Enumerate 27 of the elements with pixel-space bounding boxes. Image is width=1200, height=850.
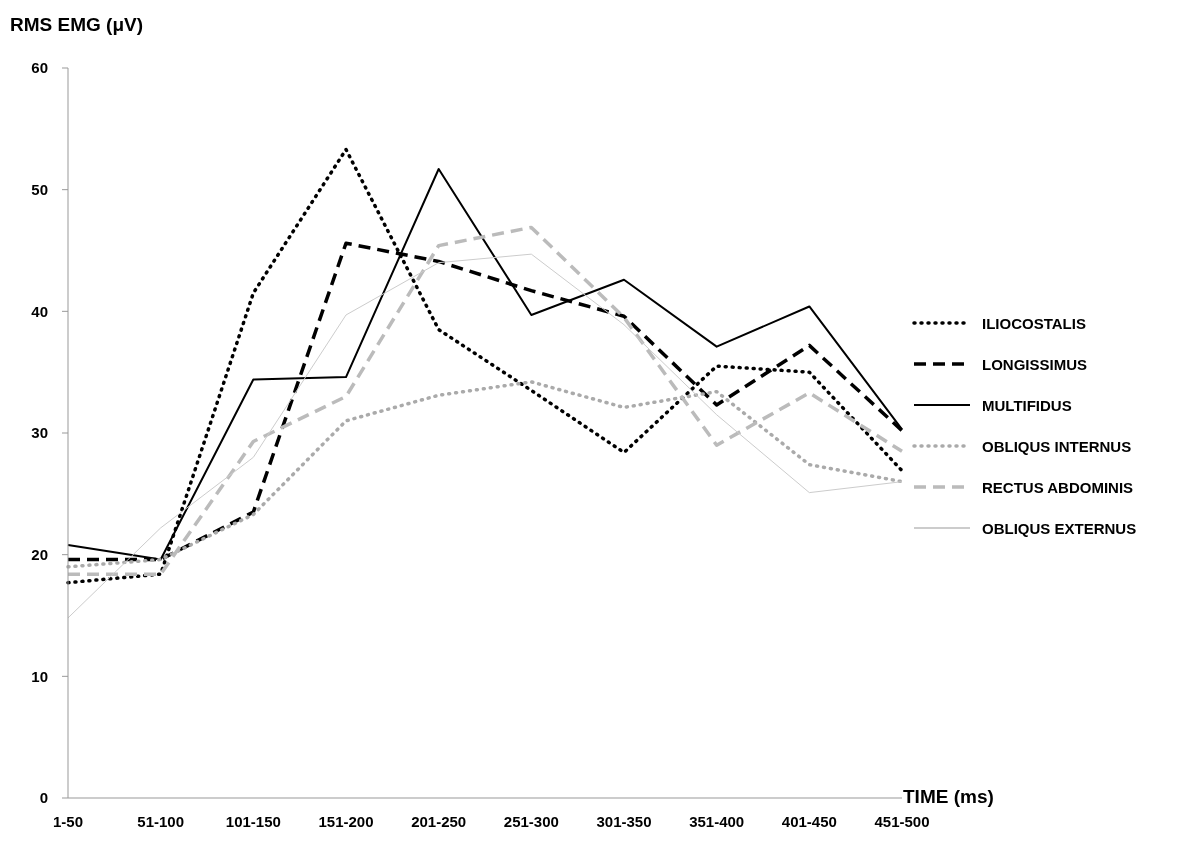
y-tick-label: 20 [31, 545, 48, 563]
legend-label: OBLIQUS INTERNUS [982, 437, 1132, 455]
x-tick-label: 101-150 [225, 812, 281, 830]
x-tick-label: 401-450 [781, 812, 837, 830]
x-tick-label: 1-50 [52, 812, 84, 830]
legend-label: OBLIQUS EXTERNUS [982, 519, 1137, 537]
x-tick-label: 201-250 [411, 812, 467, 830]
x-tick-label: 351-400 [689, 812, 745, 830]
legend-label: LONGISSIMUS [982, 355, 1088, 373]
legend-label: RECTUS ABDOMINIS [982, 478, 1134, 496]
legend-label: MULTIFIDUS [982, 396, 1072, 414]
y-tick-label: 50 [31, 180, 48, 198]
y-tick-label: 60 [31, 59, 48, 77]
y-tick-label: 10 [31, 667, 48, 685]
legend-label: ILIOCOSTALIS [982, 314, 1086, 332]
y-tick-label: 30 [31, 424, 48, 442]
x-tick-label: 51-100 [137, 812, 185, 830]
line-series [67, 253, 903, 619]
line-series [66, 380, 904, 569]
x-tick-label: 451-500 [874, 812, 930, 830]
x-tick-label: 301-350 [596, 812, 652, 830]
y-tick-label: 0 [39, 789, 48, 807]
x-axis-title: TIME (ms) [903, 786, 994, 808]
y-tick-label: 40 [31, 302, 48, 320]
y-axis-title: RMS EMG (μV) [10, 14, 144, 36]
x-tick-label: 251-300 [503, 812, 559, 830]
x-tick-label: 151-200 [318, 812, 374, 830]
